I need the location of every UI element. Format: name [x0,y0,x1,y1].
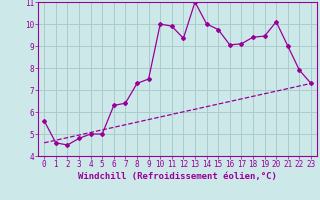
X-axis label: Windchill (Refroidissement éolien,°C): Windchill (Refroidissement éolien,°C) [78,172,277,181]
